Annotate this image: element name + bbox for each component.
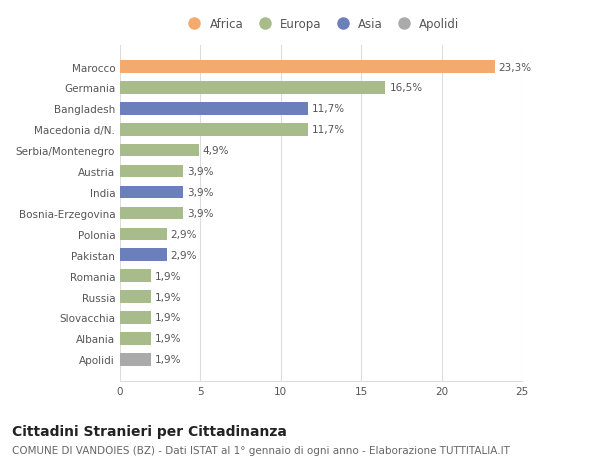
Bar — [120, 270, 151, 282]
Bar — [120, 186, 183, 199]
Text: Cittadini Stranieri per Cittadinanza: Cittadini Stranieri per Cittadinanza — [12, 425, 287, 438]
Bar — [120, 312, 151, 324]
Text: 1,9%: 1,9% — [155, 334, 181, 344]
Bar — [120, 353, 151, 366]
Bar — [120, 124, 308, 136]
Bar — [120, 249, 167, 262]
Text: 3,9%: 3,9% — [187, 188, 213, 197]
Text: 2,9%: 2,9% — [170, 250, 197, 260]
Bar — [120, 61, 494, 73]
Text: 1,9%: 1,9% — [155, 292, 181, 302]
Text: 1,9%: 1,9% — [155, 313, 181, 323]
Text: 11,7%: 11,7% — [312, 125, 345, 135]
Legend: Africa, Europa, Asia, Apolidi: Africa, Europa, Asia, Apolidi — [182, 18, 460, 31]
Bar — [120, 207, 183, 220]
Text: 1,9%: 1,9% — [155, 271, 181, 281]
Text: 1,9%: 1,9% — [155, 354, 181, 364]
Text: 2,9%: 2,9% — [170, 230, 197, 239]
Text: COMUNE DI VANDOIES (BZ) - Dati ISTAT al 1° gennaio di ogni anno - Elaborazione T: COMUNE DI VANDOIES (BZ) - Dati ISTAT al … — [12, 445, 510, 455]
Text: 4,9%: 4,9% — [203, 146, 229, 156]
Text: 16,5%: 16,5% — [389, 83, 422, 93]
Text: 23,3%: 23,3% — [499, 62, 532, 73]
Bar — [120, 291, 151, 303]
Bar — [120, 145, 199, 157]
Text: 3,9%: 3,9% — [187, 208, 213, 218]
Bar — [120, 82, 385, 95]
Text: 3,9%: 3,9% — [187, 167, 213, 177]
Bar — [120, 332, 151, 345]
Bar — [120, 165, 183, 178]
Bar — [120, 103, 308, 115]
Bar — [120, 228, 167, 241]
Text: 11,7%: 11,7% — [312, 104, 345, 114]
